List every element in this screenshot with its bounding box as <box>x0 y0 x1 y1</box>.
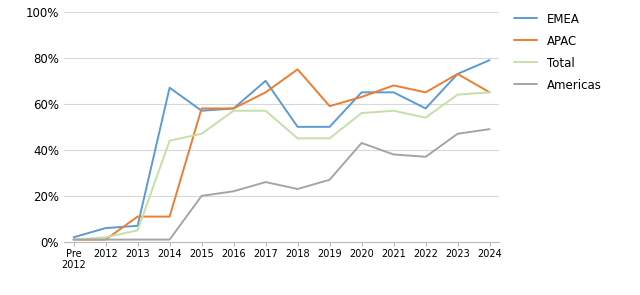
Total <box>486 91 493 94</box>
Legend: EMEA, APAC, Total, Americas: EMEA, APAC, Total, Americas <box>514 13 602 92</box>
APAC <box>166 215 173 218</box>
APAC <box>390 84 397 87</box>
APAC <box>198 107 205 110</box>
Line: APAC: APAC <box>74 69 490 240</box>
EMEA <box>294 125 301 129</box>
Total <box>422 116 429 119</box>
Americas <box>358 141 365 145</box>
EMEA <box>198 109 205 112</box>
APAC <box>102 238 109 241</box>
APAC <box>422 91 429 94</box>
Line: EMEA: EMEA <box>74 60 490 237</box>
APAC <box>326 104 333 108</box>
Total <box>262 109 269 112</box>
Americas <box>70 238 77 241</box>
APAC <box>294 68 301 71</box>
APAC <box>486 91 493 94</box>
Americas <box>102 238 109 241</box>
EMEA <box>102 226 109 230</box>
Total <box>294 137 301 140</box>
Americas <box>198 194 205 198</box>
APAC <box>230 107 237 110</box>
EMEA <box>454 72 461 76</box>
EMEA <box>326 125 333 129</box>
Total <box>390 109 397 112</box>
EMEA <box>486 58 493 62</box>
Americas <box>134 238 141 241</box>
Total <box>358 111 365 115</box>
EMEA <box>166 86 173 89</box>
Line: Americas: Americas <box>74 129 490 240</box>
Americas <box>390 153 397 156</box>
Americas <box>326 178 333 181</box>
Americas <box>230 189 237 193</box>
Americas <box>454 132 461 135</box>
Total <box>102 235 109 239</box>
Americas <box>294 187 301 191</box>
Total <box>230 109 237 112</box>
Total <box>326 137 333 140</box>
APAC <box>454 72 461 76</box>
APAC <box>262 91 269 94</box>
Total <box>134 229 141 232</box>
Total <box>70 238 77 241</box>
Line: Total: Total <box>74 92 490 240</box>
EMEA <box>262 79 269 83</box>
EMEA <box>134 224 141 227</box>
Total <box>166 139 173 142</box>
Total <box>198 132 205 135</box>
APAC <box>134 215 141 218</box>
Americas <box>486 127 493 131</box>
EMEA <box>230 107 237 110</box>
Americas <box>166 238 173 241</box>
EMEA <box>358 91 365 94</box>
APAC <box>358 95 365 99</box>
Americas <box>422 155 429 158</box>
Total <box>454 93 461 96</box>
EMEA <box>390 91 397 94</box>
APAC <box>70 238 77 241</box>
EMEA <box>70 235 77 239</box>
EMEA <box>422 107 429 110</box>
Americas <box>262 180 269 184</box>
